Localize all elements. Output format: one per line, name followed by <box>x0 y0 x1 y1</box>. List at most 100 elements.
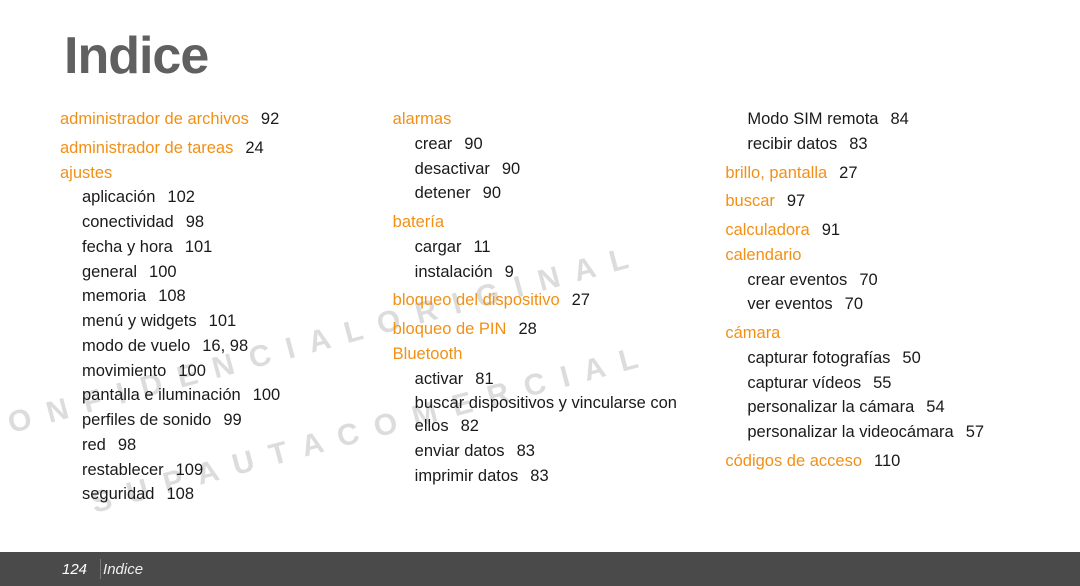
index-subentry: detener 90 <box>393 182 688 205</box>
sub-label: pantalla e iluminación <box>82 386 241 404</box>
page-ref: 70 <box>859 271 877 289</box>
index-subentry: instalación9 <box>393 261 688 284</box>
page-ref: 102 <box>167 188 195 206</box>
sub-label: modo de vuelo <box>82 337 190 355</box>
sub-label: imprimir datos <box>415 467 519 485</box>
sub-label: restablecer <box>82 461 164 479</box>
sub-label: general <box>82 263 137 281</box>
sub-label: Modo SIM remota <box>747 110 878 128</box>
index-topic: alarmas <box>393 108 688 131</box>
page-ref: 11 <box>473 238 490 256</box>
index-subentry: menú y widgets 101 <box>60 310 355 333</box>
sub-label: desactivar <box>415 160 490 178</box>
sub-label: buscar dispositivos y vincularse con ell… <box>415 394 677 435</box>
index-subentry: seguridad108 <box>60 483 355 506</box>
page-ref: 90 <box>502 160 520 178</box>
index-topic: ajustes <box>60 162 355 185</box>
page-ref: 101 <box>209 312 237 330</box>
index-columns: administrador de archivos92administrador… <box>60 108 1020 508</box>
topic-label: buscar <box>725 192 775 210</box>
sub-label: seguridad <box>82 485 154 503</box>
index-subentry: personalizar la videocámara 57 <box>725 421 1020 444</box>
topic-label: códigos de acceso <box>725 452 862 470</box>
page-ref: 55 <box>873 374 891 392</box>
page-ref: 28 <box>518 320 536 338</box>
sub-label: ver eventos <box>747 295 832 313</box>
index-subentry: personalizar la cámara54 <box>725 396 1020 419</box>
page-title: Indice <box>64 26 1020 86</box>
page-ref: 110 <box>874 452 900 470</box>
topic-label: administrador de archivos <box>60 110 249 128</box>
sub-label: crear eventos <box>747 271 847 289</box>
page-ref: 83 <box>849 135 867 153</box>
topic-label: alarmas <box>393 110 452 128</box>
index-subentry: memoria 108 <box>60 285 355 308</box>
sub-label: enviar datos <box>415 442 505 460</box>
index-topic: batería <box>393 211 688 234</box>
page-ref: 57 <box>966 423 984 441</box>
sub-label: menú y widgets <box>82 312 197 330</box>
index-topic: buscar 97 <box>725 190 1020 213</box>
sub-label: capturar fotografías <box>747 349 890 367</box>
page-ref: 54 <box>926 398 944 416</box>
sub-label: perfiles de sonido <box>82 411 211 429</box>
index-subentry: pantalla e iluminación 100 <box>60 384 355 407</box>
page-ref: 98 <box>118 436 136 454</box>
page-ref: 108 <box>158 287 186 305</box>
index-subentry: red 98 <box>60 434 355 457</box>
index-subentry: cargar11 <box>393 236 688 259</box>
index-subentry: desactivar 90 <box>393 158 688 181</box>
page-ref: 92 <box>261 110 279 128</box>
topic-label: cámara <box>725 324 780 342</box>
page: Indice administrador de archivos92admini… <box>0 0 1080 586</box>
sub-label: personalizar la videocámara <box>747 423 953 441</box>
sub-label: aplicación <box>82 188 155 206</box>
sub-label: detener <box>415 184 471 202</box>
index-topic: códigos de acceso 110 <box>725 450 1020 473</box>
index-topic: bloqueo del dispositivo27 <box>393 289 688 312</box>
page-ref: 90 <box>464 135 482 153</box>
page-ref: 70 <box>845 295 863 313</box>
index-subentry: restablecer109 <box>60 459 355 482</box>
sub-label: movimiento <box>82 362 166 380</box>
sub-label: red <box>82 436 106 454</box>
index-subentry: movimiento 100 <box>60 360 355 383</box>
page-ref: 27 <box>572 291 590 309</box>
topic-label: Bluetooth <box>393 345 463 363</box>
sub-label: capturar vídeos <box>747 374 861 392</box>
page-ref: 83 <box>517 442 535 460</box>
index-topic: brillo, pantalla27 <box>725 162 1020 185</box>
page-ref: 84 <box>890 110 908 128</box>
page-ref: 100 <box>253 386 281 404</box>
index-subentry: imprimir datos 83 <box>393 465 688 488</box>
page-ref: 83 <box>530 467 548 485</box>
index-topic: bloqueo de PIN 28 <box>393 318 688 341</box>
page-ref: 100 <box>149 263 177 281</box>
index-subentry: recibir datos83 <box>725 133 1020 156</box>
index-topic: administrador de tareas24 <box>60 137 355 160</box>
sub-label: fecha y hora <box>82 238 173 256</box>
index-subentry: conectividad 98 <box>60 211 355 234</box>
index-topic: administrador de archivos 92 <box>60 108 355 131</box>
sub-label: conectividad <box>82 213 174 231</box>
page-ref: 50 <box>902 349 920 367</box>
page-ref: 98 <box>186 213 204 231</box>
page-ref: 99 <box>223 411 241 429</box>
index-subentry: crear 90 <box>393 133 688 156</box>
page-ref: 27 <box>839 164 857 182</box>
page-ref: 97 <box>787 192 805 210</box>
index-subentry: buscar dispositivos y vincularse con ell… <box>393 392 688 438</box>
index-topic: Bluetooth <box>393 343 688 366</box>
sub-label: crear <box>415 135 453 153</box>
index-subentry: activar81 <box>393 368 688 391</box>
index-topic: calendario <box>725 244 1020 267</box>
topic-label: calculadora <box>725 221 809 239</box>
sub-label: memoria <box>82 287 146 305</box>
page-ref: 100 <box>178 362 206 380</box>
index-subentry: aplicación 102 <box>60 186 355 209</box>
topic-label: calendario <box>725 246 801 264</box>
topic-label: bloqueo de PIN <box>393 320 507 338</box>
page-ref: 90 <box>483 184 501 202</box>
index-subentry: Modo SIM remota 84 <box>725 108 1020 131</box>
page-ref: 101 <box>185 238 213 256</box>
